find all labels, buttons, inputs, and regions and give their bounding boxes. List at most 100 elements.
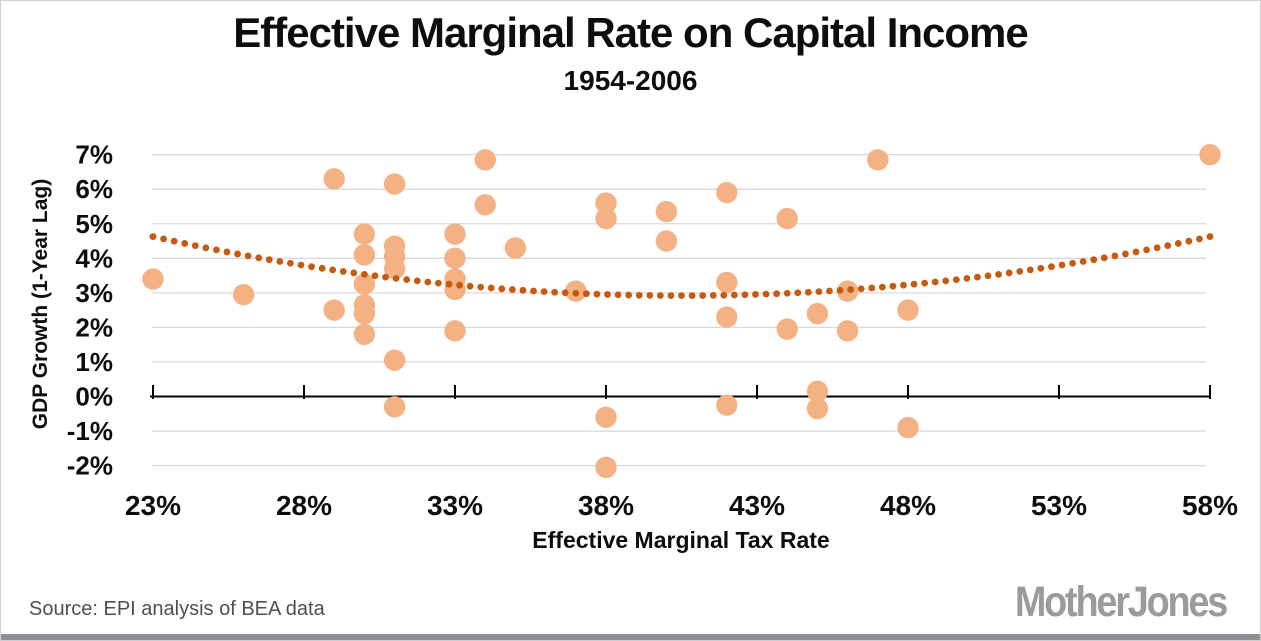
trendline-dot bbox=[1079, 258, 1087, 265]
trendline-dot bbox=[741, 291, 749, 299]
y-tick-label: 2% bbox=[75, 312, 113, 342]
trendline-dot bbox=[773, 290, 781, 298]
trendline-dot bbox=[477, 283, 485, 291]
data-point bbox=[383, 173, 406, 195]
bottom-accent-bar bbox=[1, 634, 1260, 640]
x-tick-label: 28% bbox=[276, 490, 332, 521]
trendline-dot bbox=[202, 244, 210, 252]
data-point bbox=[353, 273, 376, 295]
data-point bbox=[444, 247, 466, 269]
trendline-dot bbox=[1164, 242, 1172, 250]
trendline-dot bbox=[308, 263, 315, 271]
trendline-dot bbox=[878, 283, 886, 291]
data-point bbox=[474, 194, 496, 216]
trendline-dot bbox=[720, 291, 728, 299]
data-point bbox=[595, 456, 617, 479]
trendline-dot bbox=[942, 277, 950, 285]
y-tick-label: 1% bbox=[75, 347, 113, 377]
trendline-dot bbox=[149, 233, 157, 240]
y-tick-label: 0% bbox=[75, 382, 113, 412]
trendline-dot bbox=[572, 289, 580, 297]
x-tick-label: 33% bbox=[427, 490, 483, 521]
y-tick-label: 6% bbox=[75, 174, 113, 204]
data-point bbox=[776, 318, 798, 340]
trendline-dot bbox=[974, 273, 981, 281]
trendline-dot bbox=[709, 292, 717, 299]
trendline-dot bbox=[339, 268, 347, 275]
trendline-dot bbox=[551, 288, 559, 296]
chart-title: Effective Marginal Rate on Capital Incom… bbox=[233, 9, 1029, 56]
trendline-dot bbox=[1058, 261, 1066, 269]
trendline-dot bbox=[963, 274, 971, 282]
trendline-dot bbox=[371, 272, 379, 280]
trendline-dot bbox=[593, 290, 601, 298]
data-point bbox=[595, 207, 617, 230]
trendline-dot bbox=[160, 235, 167, 243]
trendline-dot bbox=[794, 289, 802, 297]
data-point bbox=[897, 299, 919, 321]
trendline-dot bbox=[826, 287, 833, 295]
data-point bbox=[836, 320, 859, 342]
trendline-dot bbox=[783, 289, 791, 297]
x-tick-label: 48% bbox=[880, 490, 936, 521]
trendline-dot bbox=[1111, 252, 1119, 260]
trendline-dot bbox=[1026, 266, 1034, 274]
data-point bbox=[353, 302, 376, 325]
trendline-dot bbox=[1196, 235, 1203, 243]
data-point bbox=[353, 323, 376, 346]
trendline-dot bbox=[995, 270, 1002, 278]
data-point bbox=[716, 394, 738, 416]
data-point bbox=[806, 397, 829, 420]
trendline-dot bbox=[1037, 264, 1045, 272]
trendline-dot bbox=[931, 278, 939, 286]
trendline-dot bbox=[487, 284, 495, 292]
trendline-dot bbox=[329, 266, 337, 274]
y-tick-label: 5% bbox=[75, 209, 113, 239]
trendline-dot bbox=[836, 286, 844, 294]
data-point bbox=[897, 416, 919, 439]
trendline-dot bbox=[762, 290, 770, 298]
data-point bbox=[716, 271, 738, 294]
trendline-dot bbox=[1132, 248, 1140, 256]
x-tick-label: 43% bbox=[729, 490, 785, 521]
data-point bbox=[1199, 143, 1221, 166]
trendline-dot bbox=[1100, 254, 1108, 262]
x-tick-label: 53% bbox=[1031, 490, 1087, 521]
y-tick-label: 3% bbox=[75, 278, 113, 308]
trendline-dot bbox=[688, 292, 696, 299]
data-point bbox=[383, 257, 406, 280]
y-axis-title: GDP Growth (1-Year Lag) bbox=[29, 179, 52, 430]
mother-jones-logo: MotherJones bbox=[1014, 578, 1228, 626]
trendline-dot bbox=[625, 291, 633, 299]
data-point bbox=[806, 302, 829, 325]
trendline-dot bbox=[614, 291, 622, 299]
trendline-dot bbox=[699, 292, 707, 299]
data-point bbox=[383, 396, 406, 418]
trendline-dot bbox=[170, 237, 178, 245]
trendline-dot bbox=[1122, 250, 1129, 258]
data-point bbox=[383, 349, 406, 371]
trendline-dot bbox=[276, 258, 284, 265]
x-tick-label: 58% bbox=[1182, 490, 1238, 521]
trendline-dot bbox=[582, 290, 590, 298]
trendline-dot bbox=[910, 280, 918, 288]
trendline-dot bbox=[466, 282, 474, 290]
data-point bbox=[353, 244, 376, 266]
x-axis-title: Effective Marginal Tax Rate bbox=[532, 527, 829, 553]
trendline-dot bbox=[900, 281, 907, 289]
trendline-dot bbox=[287, 259, 294, 267]
y-tick-label: -1% bbox=[67, 416, 113, 446]
trendline-dot bbox=[350, 269, 358, 277]
trendline-dot bbox=[921, 279, 929, 287]
trendline-dot bbox=[318, 264, 326, 272]
trendline-dot bbox=[413, 277, 421, 285]
data-point bbox=[323, 299, 345, 321]
data-point bbox=[806, 380, 829, 403]
trendline-dot bbox=[530, 287, 537, 295]
trendline-dot bbox=[667, 292, 675, 299]
x-tick-label: 38% bbox=[578, 490, 634, 521]
data-point bbox=[595, 192, 617, 214]
trendline-dot bbox=[255, 254, 263, 262]
